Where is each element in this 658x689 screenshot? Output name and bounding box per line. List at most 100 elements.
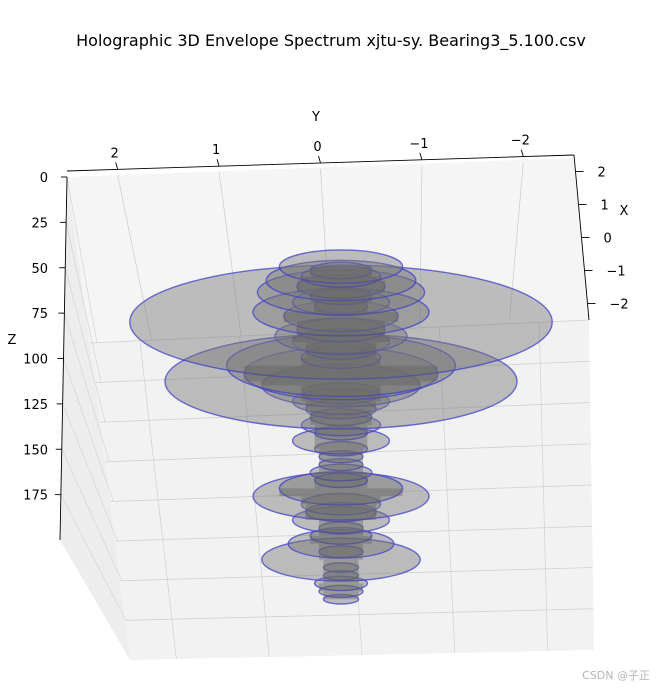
spectrum-ring [261,537,421,582]
z-gridline-left [64,267,106,423]
z-gridline-left [65,222,102,383]
spectrum-ring [296,273,386,299]
spectrum-stem-segment [301,357,381,366]
spectrum-ring [322,562,360,574]
spectrum-stem-segment [314,302,368,307]
spectrum-ring [318,584,364,598]
watermark: CSDN @子正 [582,669,650,682]
y-floor-gridline [139,340,177,660]
spectrum-stem-segment [297,329,385,336]
y-tick-label: 2 [111,146,119,161]
x-tick-label: −2 [610,298,629,313]
spectrum-ring [322,570,360,581]
spectrum-ring [256,269,426,316]
y-tick-label: 1 [212,143,220,158]
y-gridline [117,175,153,341]
y-floor-gridline [438,326,456,654]
spectrum-stem-segment [314,306,368,313]
spectrum-stem-segment [292,335,390,342]
spectrum-stem-segment [244,373,438,382]
spectrum-stem-segment [319,527,363,536]
z-tick-label: 50 [31,262,48,277]
spectrum-stem-segment [301,385,381,394]
spectrum-stem-segment [323,575,359,584]
floor-pane [90,320,594,660]
z-axis-label: Z [8,333,17,348]
z-tick-label: 100 [23,353,48,368]
spectrum-stem-segment [297,280,385,287]
y-tick-mark [520,149,524,157]
spectrum-ring [278,471,404,506]
z-gridline-left [66,176,98,344]
y-tick-label: −1 [409,137,428,152]
spectrum-stem-segment [319,551,363,560]
y-tick-mark [318,155,321,164]
spectrum-stem-segment [319,520,363,528]
spectrum-stem-segment [310,535,372,544]
spectrum-stem-segment [314,440,368,449]
spectrum-ring [300,492,382,516]
y-tick-label: −2 [511,134,530,149]
spectrum-stem-segment [283,312,399,317]
z-tick-label: 150 [23,443,48,458]
x-tick-label: −1 [607,265,626,280]
z-gridline-left [63,313,110,462]
spectrum-stem-segment [244,365,438,374]
spectrum-ring [252,471,430,521]
y-floor-gridline [239,336,270,658]
spectrum-stem-segment [305,401,377,410]
spectrum-stem-segment [301,276,381,281]
z-gridline-left [60,494,127,621]
spectrum-stem-segment [323,559,359,568]
spectrum-stem-segment [310,292,372,297]
y-tick-label: 0 [313,140,321,155]
x-axis-label: X [620,204,629,219]
spectrum-stem-segment [305,504,377,513]
y-axis-label: Y [311,110,320,125]
spectrum-stem-segment [301,496,381,505]
z-tick-label: 75 [31,307,48,322]
spectrum-stem-segment [319,464,363,473]
spectrum-ring [265,259,417,302]
spectrum-stem-segment [283,316,399,323]
grid-lines [60,162,594,660]
left-pane [60,177,130,660]
spectrum-stem-segment [297,286,385,293]
spectrum-ring [305,501,377,523]
spectrum-stem-segment [314,480,368,489]
spectrum-stem-segment [297,322,385,330]
axis-ticks: 0 25 50 75 100 125 150 175 2 1 0 −1 −2 2 1 0 −1 −2 [23,134,629,504]
y-floor-gridline [538,322,548,652]
spectrum-stem-segment [310,266,372,271]
spectrum-stem-segment [305,512,377,521]
spectrum-stem-segment [310,417,372,425]
spectrum-stem-segment [314,425,368,433]
spectrum-ring [313,298,369,315]
spectrum-stem-segment [314,472,368,481]
spectrum-ring [313,440,369,457]
spectrum-stem-segment [314,432,368,441]
spectrum-surface [129,249,553,605]
spectrum-ring [309,261,373,280]
spectrum-ring [291,427,391,455]
spectrum-stem-segment [279,488,403,497]
y-tick-mark [115,162,119,170]
spectrum-ring [164,333,518,430]
spectrum-ring [278,249,404,284]
x-tick-label: 1 [601,199,609,214]
spectrum-stem-segment [323,567,359,576]
y-gridline [508,162,524,323]
spectrum-stem-segment [319,448,363,457]
spectrum-stem-segment [323,591,359,600]
y-tick-mark [419,152,423,160]
y-tick-mark [216,159,220,167]
spectrum-ring [225,334,457,398]
y-gridline [218,172,242,337]
z-gridline-left [62,403,118,542]
spectrum-ring [313,575,369,592]
spectrum-ring [129,264,553,380]
spectrum-stem-segment [310,409,372,418]
spectrum-ring [291,387,391,416]
spectrum-stem-segment [301,393,381,402]
